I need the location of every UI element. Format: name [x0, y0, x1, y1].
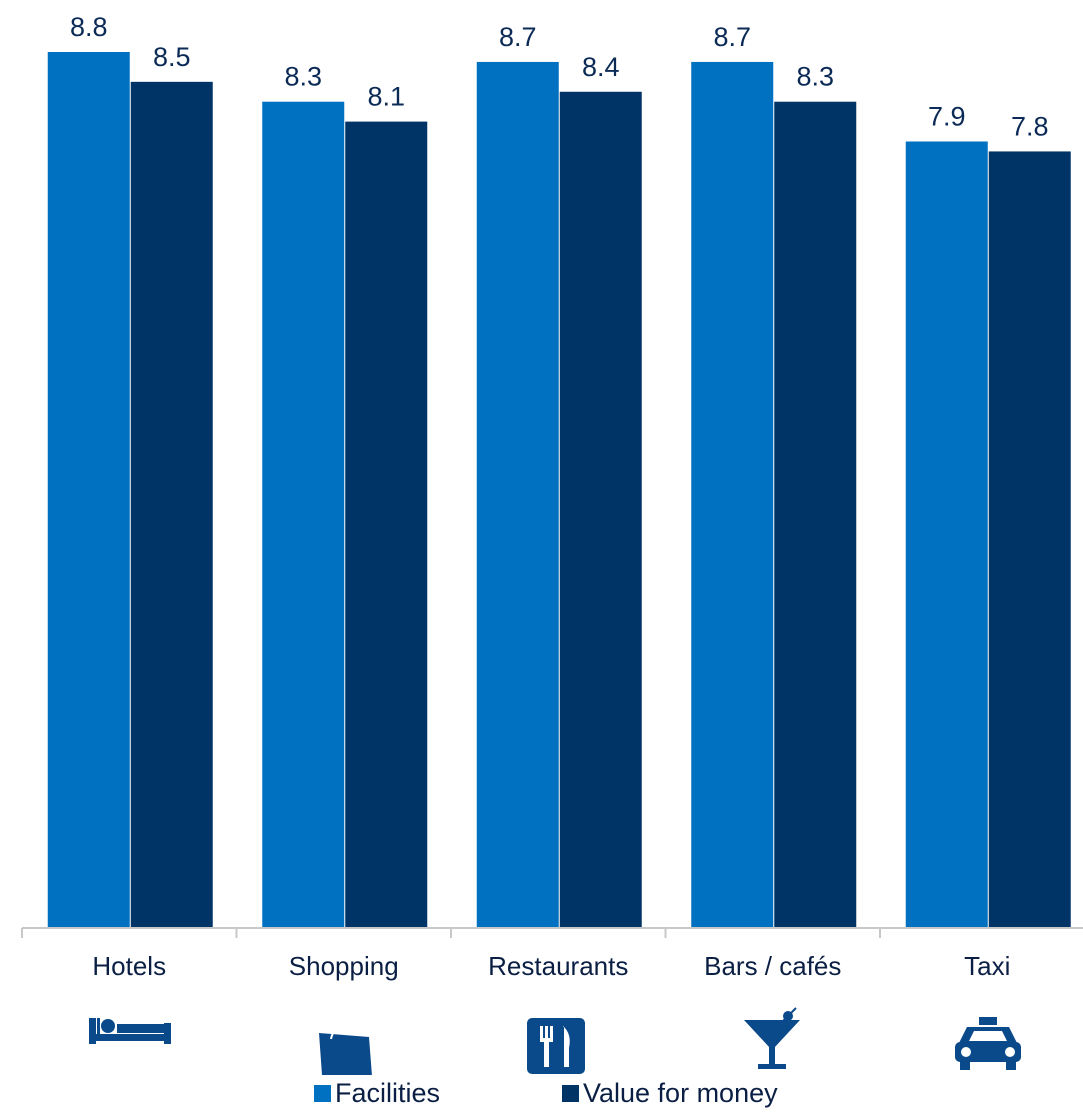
bars-layer	[47, 52, 1071, 928]
legend-item-facilities: Facilities	[314, 1078, 440, 1109]
data-label-taxi-value-for-money: 7.8	[1011, 111, 1049, 141]
bar-restaurants-facilities	[476, 61, 559, 928]
bar-hotels-facilities	[47, 52, 130, 927]
data-label-taxi-facilities: 7.9	[928, 101, 966, 131]
data-label-restaurants-value-for-money: 8.4	[582, 52, 620, 82]
value-labels-layer: 8.8 8.5 8.3 8.1 8.7 8.4 8.7 8.3 7.9 7.8	[70, 12, 1049, 141]
category-label-shopping: Shopping	[289, 951, 399, 981]
legend-item-value-for-money: Value for money	[562, 1078, 778, 1109]
fork-knife-icon	[527, 1018, 585, 1074]
bar-taxi-value-for-money	[988, 151, 1071, 927]
legend-swatch-value-for-money	[562, 1085, 579, 1102]
data-label-bars-caf-s-value-for-money: 8.3	[796, 62, 834, 92]
legend-label-value-for-money: Value for money	[583, 1078, 778, 1108]
category-label-taxi: Taxi	[964, 951, 1010, 981]
data-label-restaurants-facilities: 8.7	[499, 22, 537, 52]
bar-shopping-value-for-money	[345, 121, 428, 927]
category-icons-layer	[89, 1007, 1021, 1075]
category-labels-layer: Hotels Shopping Restaurants Bars / cafés Tax…	[92, 951, 1010, 981]
shopping-bag-icon	[319, 1029, 372, 1075]
data-label-hotels-value-for-money: 8.5	[153, 42, 191, 72]
legend-swatch-facilities	[314, 1085, 331, 1102]
data-label-bars-caf-s-facilities: 8.7	[713, 22, 751, 52]
bar-bars-caf-s-value-for-money	[774, 101, 857, 927]
bed-icon	[89, 1018, 171, 1044]
bar-shopping-facilities	[262, 101, 345, 927]
data-label-hotels-facilities: 8.8	[70, 12, 108, 42]
category-label-restaurants: Restaurants	[488, 951, 628, 981]
bar-chart-svg: 8.8 8.5 8.3 8.1 8.7 8.4 8.7 8.3 7.9 7.8 Hotels Sho…	[21, 12, 1083, 1075]
legend-label-facilities: Facilities	[335, 1078, 441, 1108]
cocktail-glass-icon	[744, 1007, 800, 1069]
legend: Facilities Value for money	[0, 1078, 1083, 1114]
bar-taxi-facilities	[905, 141, 988, 927]
data-label-shopping-facilities: 8.3	[284, 62, 322, 92]
x-axis-ticks	[21, 928, 881, 938]
category-label-hotels: Hotels	[92, 951, 166, 981]
data-label-shopping-value-for-money: 8.1	[367, 82, 405, 112]
bar-restaurants-value-for-money	[559, 91, 642, 928]
bar-bars-caf-s-facilities	[691, 61, 774, 928]
taxi-icon	[955, 1017, 1021, 1070]
bar-hotels-value-for-money	[130, 81, 213, 928]
category-label-bars-caf-s: Bars / cafés	[704, 951, 841, 981]
